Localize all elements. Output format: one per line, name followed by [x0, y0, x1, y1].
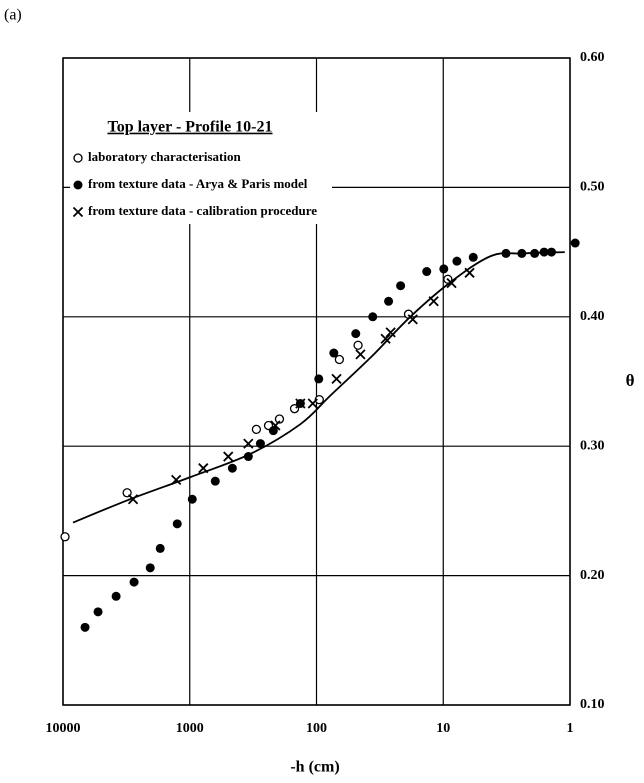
y-tick-label: 0.60: [580, 50, 605, 65]
data-point: [314, 374, 324, 384]
data-point: [60, 532, 70, 542]
data-point: [396, 281, 406, 291]
legend-symbol: [73, 180, 83, 190]
data-point: [380, 333, 391, 344]
x-tick-label: 10000: [46, 721, 81, 736]
data-point: [329, 348, 339, 358]
legend-title: Top layer - Profile 10-21: [107, 119, 272, 136]
data-point: [172, 519, 182, 529]
x-tick-label: 1000: [176, 721, 204, 736]
legend-background: [70, 112, 332, 224]
data-point: [570, 238, 580, 248]
data-point: [93, 607, 103, 617]
data-point: [274, 414, 285, 424]
data-point: [368, 312, 378, 322]
data-point: [129, 577, 139, 587]
data-point: [353, 340, 363, 350]
data-point: [334, 354, 345, 365]
data-point: [251, 424, 262, 435]
data-point: [80, 622, 90, 632]
data-point: [111, 591, 121, 601]
data-point: [227, 463, 237, 473]
y-tick-label: 0.10: [580, 697, 605, 712]
x-tick-label: 1: [567, 721, 574, 736]
x-tick-label: 10: [436, 721, 450, 736]
data-point: [187, 494, 197, 504]
data-point: [243, 438, 254, 449]
legend-label: laboratory characterisation: [88, 149, 241, 164]
data-point: [351, 329, 361, 339]
x-axis-label: -h (cm): [290, 759, 339, 776]
data-point: [307, 398, 318, 409]
data-point: [422, 267, 432, 277]
legend-label: from texture data - Arya & Paris model: [88, 176, 308, 191]
y-tick-label: 0.30: [580, 438, 605, 453]
legend-symbol: [73, 153, 83, 163]
y-tick-label: 0.20: [580, 568, 605, 583]
data-point: [355, 349, 366, 360]
data-point: [314, 394, 324, 405]
data-point: [268, 426, 278, 436]
fit-line: [72, 251, 565, 524]
data-point: [210, 476, 220, 486]
data-point: [295, 398, 306, 409]
legend-symbol: [72, 206, 84, 218]
data-point: [145, 563, 155, 573]
panel-label: (a): [4, 7, 22, 24]
data-point: [452, 256, 462, 266]
y-tick-label: 0.50: [580, 180, 605, 195]
data-point: [439, 264, 449, 274]
y-tick-label: 0.40: [580, 309, 605, 324]
data-point: [384, 296, 394, 306]
data-point: [223, 451, 234, 462]
data-point: [155, 543, 165, 553]
y-axis-label: θ: [626, 371, 635, 390]
x-tick-label: 100: [306, 721, 327, 736]
data-point: [385, 327, 396, 338]
data-point: [331, 373, 342, 385]
data-point: [255, 439, 265, 449]
data-point: [468, 252, 478, 262]
legend-label: from texture data - calibration procedur…: [88, 203, 317, 218]
data-point: [270, 420, 281, 431]
